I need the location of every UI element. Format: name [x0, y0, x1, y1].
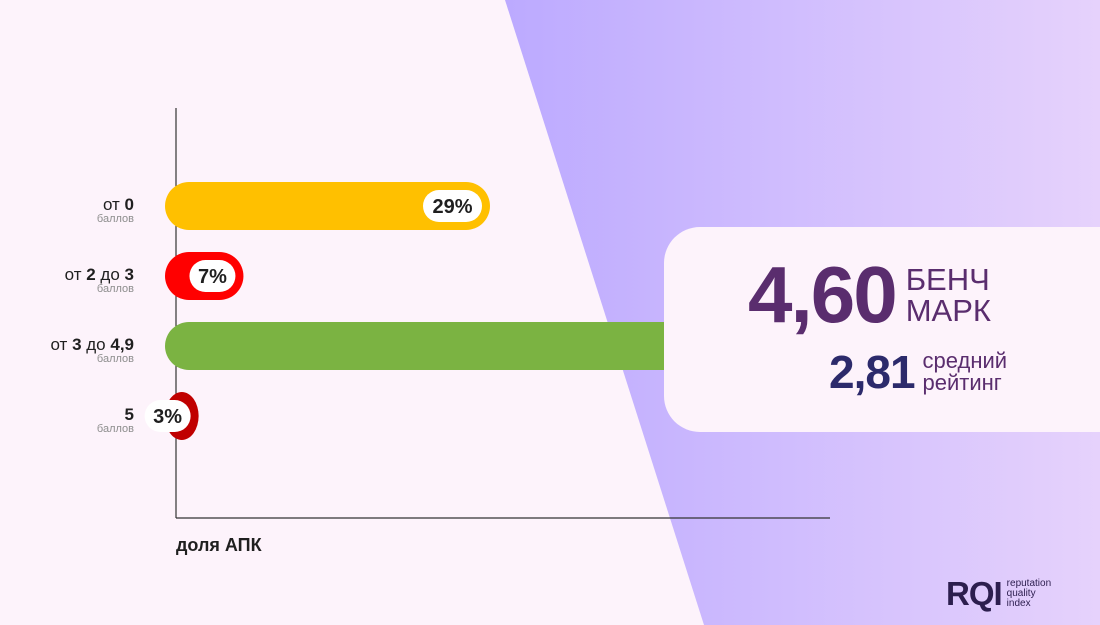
benchmark-value: 4,60: [748, 250, 898, 339]
value-label-pill: [189, 260, 236, 292]
benchmark-label-line2: МАРК: [905, 293, 991, 328]
benchmark-card: 4,60 БЕНЧ МАРК 2,81 средний рейтинг: [664, 227, 1100, 432]
category-label: от 2 до 3 баллов: [65, 266, 134, 295]
bar: [165, 182, 490, 230]
benchmark-label-line1: БЕНЧ: [905, 262, 990, 297]
value-label: 29%: [432, 196, 472, 218]
value-label-pill: [144, 400, 191, 432]
category-unit: баллов: [96, 283, 134, 295]
benchmark-label: БЕНЧ МАРК: [906, 264, 1026, 326]
logo-line1: reputation: [1006, 577, 1052, 589]
value-label: 3%: [153, 406, 182, 428]
logo-mark: RQI: [946, 575, 1003, 612]
category-label: 5 баллов: [97, 406, 134, 435]
category-label: от 0 баллов: [97, 196, 134, 225]
value-label-pill: [423, 190, 482, 222]
category-range: от 0: [102, 195, 134, 214]
average-label-line2: рейтинг: [922, 370, 1002, 395]
average-label-line1: средний: [922, 348, 1008, 373]
category-unit: баллов: [96, 423, 134, 435]
average-rating-value: 2,81: [829, 346, 916, 398]
category-range: 5: [124, 405, 134, 424]
rqi-logo: RQI reputation quality index: [946, 577, 1067, 610]
bar: [165, 322, 748, 370]
category-range: от 3 до 4,9: [50, 335, 134, 354]
category-range: от 2 до 3: [64, 265, 134, 284]
x-axis-label: доля АПК: [176, 535, 262, 555]
logo-tagline: reputation quality index: [1006, 577, 1067, 609]
category-unit: баллов: [96, 353, 134, 365]
value-label: 7%: [198, 266, 227, 288]
category-label: от 3 до 4,9 баллов: [50, 336, 134, 365]
average-rating-label: средний рейтинг: [923, 350, 1043, 394]
category-unit: баллов: [96, 213, 134, 225]
logo-line2: quality: [1006, 587, 1036, 599]
logo-line3: index: [1006, 597, 1031, 609]
